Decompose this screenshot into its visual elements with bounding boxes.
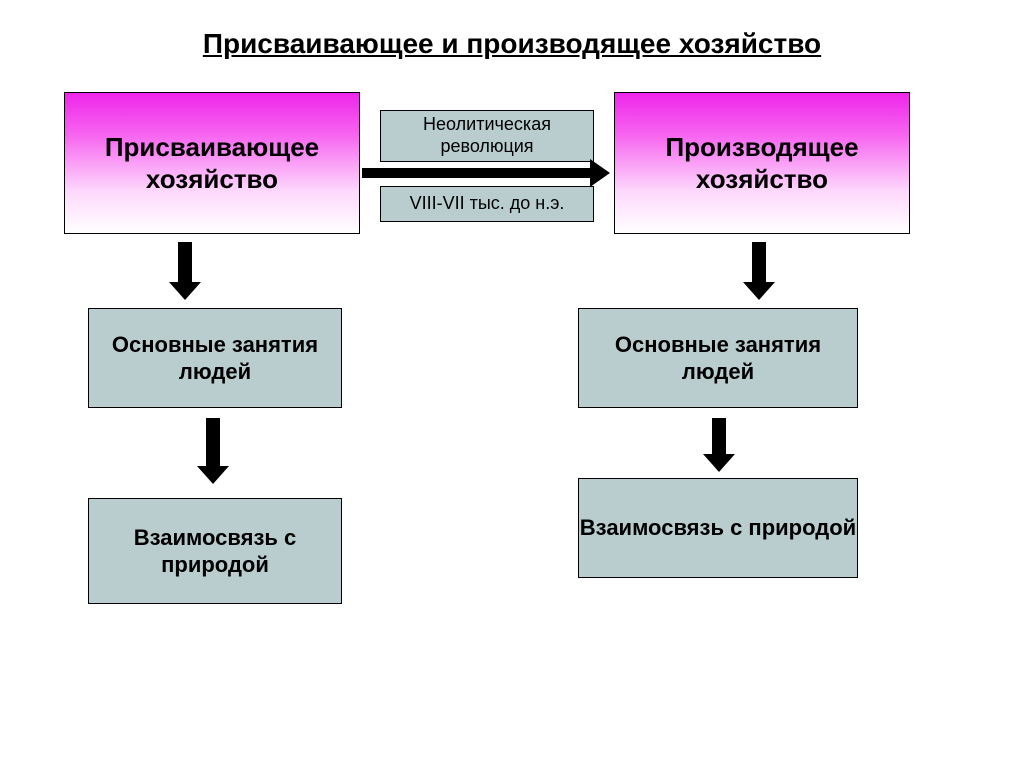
left-box-1-text: Основные занятия людей [89, 331, 341, 386]
left-arrow-1 [178, 242, 192, 284]
left-box-1: Основные занятия людей [88, 308, 342, 408]
horizontal-arrow [362, 168, 592, 178]
left-header-box: Присваивающее хозяйство [64, 92, 360, 234]
center-top-text: Неолитическая революция [385, 114, 589, 157]
left-arrow-2 [206, 418, 220, 468]
right-box-2: Взаимосвязь с природой [578, 478, 858, 578]
right-box-1: Основные занятия людей [578, 308, 858, 408]
right-header-text: Производящее хозяйство [615, 131, 909, 196]
right-header-box: Производящее хозяйство [614, 92, 910, 234]
right-box-2-text: Взаимосвязь с природой [580, 514, 856, 542]
left-header-text: Присваивающее хозяйство [65, 131, 359, 196]
center-bottom-text: VIII-VII тыс. до н.э. [410, 193, 565, 215]
center-bottom-box: VIII-VII тыс. до н.э. [380, 186, 594, 222]
right-box-1-text: Основные занятия людей [579, 331, 857, 386]
right-arrow-2 [712, 418, 726, 456]
right-arrow-1 [752, 242, 766, 284]
left-box-2: Взаимосвязь с природой [88, 498, 342, 604]
diagram-title: Присваивающее и производящее хозяйство [0, 28, 1024, 60]
center-top-box: Неолитическая революция [380, 110, 594, 162]
left-box-2-text: Взаимосвязь с природой [89, 524, 341, 579]
